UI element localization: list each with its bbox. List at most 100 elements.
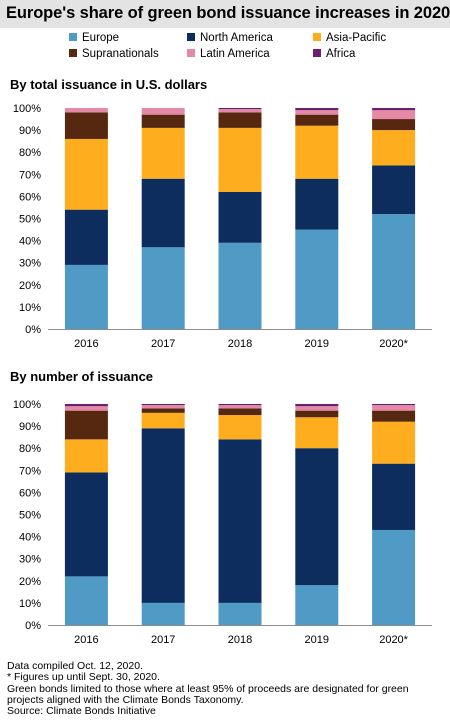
note-source: Source: Climate Bonds Initiative xyxy=(7,705,156,718)
chart1-bar-2017-europe xyxy=(141,247,185,329)
chart1-bar-2018-africa xyxy=(218,108,262,110)
chart1-ytick-9: 90% xyxy=(19,125,41,137)
chart2-ytick-1: 10% xyxy=(19,598,41,610)
chart1-ytick-3: 30% xyxy=(19,258,41,270)
chart2-bar-2019-asia-pacific xyxy=(295,417,339,449)
chart2-ytick-8: 80% xyxy=(19,443,41,455)
legend-swatch-supranationals xyxy=(69,49,77,57)
chart2-bar-2019-africa xyxy=(295,404,339,407)
legend-item-latin-america: Latin America xyxy=(187,48,270,60)
chart2-bar-2018-north-america xyxy=(218,439,262,603)
note-green-bonds-2: projects aligned with the Climate Bonds … xyxy=(7,693,244,706)
chart2-ytick-9: 90% xyxy=(19,421,41,433)
chart2-xtick-2019: 2019 xyxy=(305,634,329,646)
legend-label-latin-america: Latin America xyxy=(200,48,270,60)
legend-item-asia-pacific: Asia-Pacific xyxy=(313,32,386,44)
chart2-xtick-2017: 2017 xyxy=(151,634,175,646)
note-green-bonds-1: Green bonds limited to those where at le… xyxy=(7,682,409,695)
legend-label-north-america: North America xyxy=(200,32,273,44)
chart1-bar-2016-supranationals xyxy=(64,112,108,139)
chart1-ytick-0: 0% xyxy=(25,324,41,336)
chart1-bar-2019-africa xyxy=(295,108,339,111)
chart1-xtick-2017: 2017 xyxy=(151,338,175,350)
chart2-bar-2016-latin-america xyxy=(64,406,108,411)
chart1-bar-2020-asia-pacific xyxy=(372,130,416,166)
chart2-bar-2018-asia-pacific xyxy=(218,415,262,440)
legend-label-africa: Africa xyxy=(326,48,356,60)
chart1-bar-2016-north-america xyxy=(64,209,108,265)
chart1-ytick-1: 10% xyxy=(19,302,41,314)
chart2-bar-2020-supranationals xyxy=(372,410,416,422)
chart2-bar-2020-africa xyxy=(372,404,416,406)
chart2-ytick-10: 100% xyxy=(13,399,41,411)
chart1-bar-2020-north-america xyxy=(372,165,416,215)
legend-swatch-latin-america xyxy=(187,49,195,57)
chart2-xtick-2018: 2018 xyxy=(228,634,252,646)
chart1-bar-2020-europe xyxy=(372,214,416,329)
chart2-bar-2016-supranationals xyxy=(64,410,108,440)
chart2-ytick-5: 50% xyxy=(19,510,41,522)
chart1-bar-2020-africa xyxy=(372,108,416,111)
legend-label-europe: Europe xyxy=(82,32,120,44)
chart2-bar-2020-europe xyxy=(372,529,416,625)
chart2-bar-2016-asia-pacific xyxy=(64,439,108,473)
chart2-bar-2019-latin-america xyxy=(295,406,339,411)
legend-item-supranationals: Supranationals xyxy=(69,48,159,60)
chart2-ytick-6: 60% xyxy=(19,487,41,499)
chart1-bar-2019-north-america xyxy=(295,178,339,230)
chart1-bar-2017-latin-america xyxy=(141,108,185,115)
chart1-xtick-2018: 2018 xyxy=(228,338,252,350)
chart2-ytick-2: 20% xyxy=(19,576,41,588)
chart2-bar-2018-supranationals xyxy=(218,408,262,416)
chart2-bar-2016-africa xyxy=(64,404,108,407)
chart1-bar-2018-supranationals xyxy=(218,112,262,128)
legend-item-north-america: North America xyxy=(187,32,273,44)
chart1-bar-2017-supranationals xyxy=(141,114,185,128)
legend-item-europe: Europe xyxy=(69,32,119,44)
chart2-bar-2017-africa xyxy=(141,404,185,406)
legend-item-africa: Africa xyxy=(313,48,355,60)
legend-label-asia-pacific: Asia-Pacific xyxy=(326,32,387,44)
chart-1-title: By total issuance in U.S. dollars xyxy=(10,77,208,92)
chart1-ytick-10: 100% xyxy=(13,103,41,115)
chart1-bar-2019-europe xyxy=(295,229,339,329)
chart1-xtick-2020: 2020* xyxy=(379,338,408,350)
chart1-ytick-7: 70% xyxy=(19,169,41,181)
chart2-bar-2017-supranationals xyxy=(141,408,185,413)
legend-swatch-asia-pacific xyxy=(313,33,321,41)
chart1-bar-2016-latin-america xyxy=(64,108,108,113)
chart1-bar-2016-asia-pacific xyxy=(64,138,108,210)
chart2-ytick-7: 70% xyxy=(19,465,41,477)
chart2-bar-2020-asia-pacific xyxy=(372,421,416,464)
chart1-bar-2019-latin-america xyxy=(295,110,339,115)
chart1-bar-2019-asia-pacific xyxy=(295,125,339,179)
chart2-bar-2019-supranationals xyxy=(295,410,339,418)
chart1-bar-2020-supranationals xyxy=(372,119,416,131)
legend-label-supranationals: Supranationals xyxy=(82,48,159,60)
legend-swatch-africa xyxy=(313,49,321,57)
chart2-bar-2018-africa xyxy=(218,404,262,406)
chart1-bar-2018-north-america xyxy=(218,191,262,243)
chart1-bar-2018-asia-pacific xyxy=(218,127,262,192)
chart2-bar-2020-north-america xyxy=(372,463,416,530)
legend-swatch-north-america xyxy=(187,33,195,41)
chart2-bar-2017-asia-pacific xyxy=(141,412,185,429)
chart1-bar-2019-supranationals xyxy=(295,114,339,126)
chart2-ytick-3: 30% xyxy=(19,554,41,566)
chart2-xtick-2020: 2020* xyxy=(379,634,408,646)
chart1-bar-2020-latin-america xyxy=(372,110,416,120)
chart-title: Europe's share of green bond issuance in… xyxy=(6,4,450,22)
chart2-bar-2019-north-america xyxy=(295,448,339,586)
chart1-xtick-2016: 2016 xyxy=(74,338,98,350)
chart2-bar-2017-latin-america xyxy=(141,405,185,409)
chart2-bar-2016-north-america xyxy=(64,472,108,577)
chart2-bar-2017-europe xyxy=(141,602,185,625)
chart1-bar-2018-europe xyxy=(218,242,262,329)
chart2-ytick-4: 40% xyxy=(19,532,41,544)
chart1-ytick-8: 80% xyxy=(19,147,41,159)
legend-swatch-europe xyxy=(69,33,77,41)
legend: Europe North America Asia-Pacific Supran… xyxy=(0,32,450,64)
chart1-ytick-2: 20% xyxy=(19,280,41,292)
chart2-xtick-2016: 2016 xyxy=(74,634,98,646)
